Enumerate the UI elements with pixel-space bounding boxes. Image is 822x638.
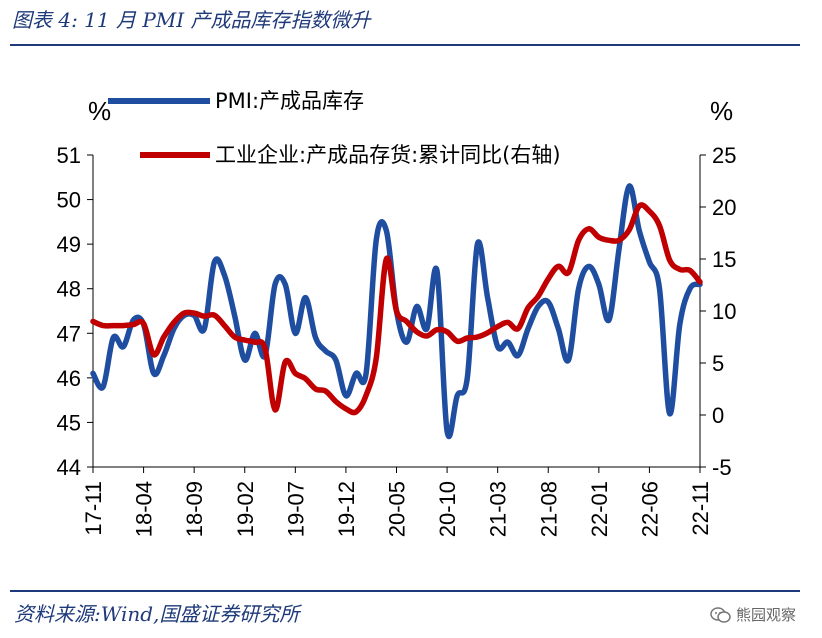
right-axis-unit: % <box>710 96 733 126</box>
axes: 44 45 46 47 48 49 50 51 -5 0 5 10 15 20 25 17-11 18-04 18… <box>57 143 737 537</box>
x-axis-tick-label: 19-07 <box>283 481 308 537</box>
left-axis-tick-label: 49 <box>57 232 81 257</box>
left-axis-tick-label: 45 <box>57 410 81 435</box>
left-axis-tick-label: 44 <box>57 455 81 480</box>
x-axis-tick-label: 18-09 <box>182 481 207 537</box>
series-line-pmi <box>90 183 703 439</box>
x-axis-tick-label: 22-01 <box>587 481 612 537</box>
chart-title: 图表 4: 11 月 PMI 产成品库存指数微升 <box>12 8 371 32</box>
title-divider <box>10 44 800 46</box>
left-axis-tick-label: 47 <box>57 321 81 346</box>
wechat-icon <box>710 606 731 623</box>
right-axis-tick-label: 25 <box>712 143 736 168</box>
series-line-inventory <box>90 202 703 416</box>
left-axis-tick-label: 51 <box>57 143 81 168</box>
right-axis-tick-label: 10 <box>712 299 736 324</box>
left-axis-tick-label: 50 <box>57 188 81 213</box>
left-axis-unit: % <box>88 96 111 126</box>
x-axis-tick-label: 20-10 <box>435 481 460 537</box>
right-axis-tick-label: 15 <box>712 247 736 272</box>
x-axis-tick-label: 18-04 <box>132 481 157 537</box>
watermark-text: 熊园观察 <box>735 606 796 624</box>
x-axis-tick-label: 19-12 <box>334 481 359 537</box>
legend-label-pmi: PMI:产成品库存 <box>215 89 364 113</box>
x-axis-tick-label: 17-11 <box>81 481 106 536</box>
right-axis-tick-label: 5 <box>712 351 724 376</box>
series-layer <box>90 183 703 439</box>
x-axis-tick-label: 22-11 <box>688 481 713 536</box>
source-note: 资料来源:Wind,国盛证券研究所 <box>14 602 300 626</box>
legend: PMI:产成品库存 工业企业:产成品存货:累计同比(右轴) <box>108 89 561 167</box>
right-axis-tick-label: 20 <box>712 195 736 220</box>
legend-label-inventory: 工业企业:产成品存货:累计同比(右轴) <box>215 143 561 167</box>
right-axis-tick-label: 0 <box>712 403 724 428</box>
x-axis-tick-label: 21-03 <box>486 481 511 537</box>
x-axis-tick-label: 19-02 <box>233 481 258 537</box>
x-axis-tick-label: 20-05 <box>385 481 410 537</box>
watermark: 熊园观察 <box>710 604 796 625</box>
left-axis-tick-label: 48 <box>57 277 81 302</box>
chart: 44 45 46 47 48 49 50 51 -5 0 5 10 15 20 25 17-11 18-04 18… <box>57 89 737 537</box>
x-axis-tick-label: 22-06 <box>637 481 662 537</box>
right-axis-tick-label: -5 <box>712 455 732 480</box>
footer-divider <box>10 590 800 592</box>
x-axis-tick-label: 21-08 <box>536 481 561 537</box>
left-axis-tick-label: 46 <box>57 366 81 391</box>
